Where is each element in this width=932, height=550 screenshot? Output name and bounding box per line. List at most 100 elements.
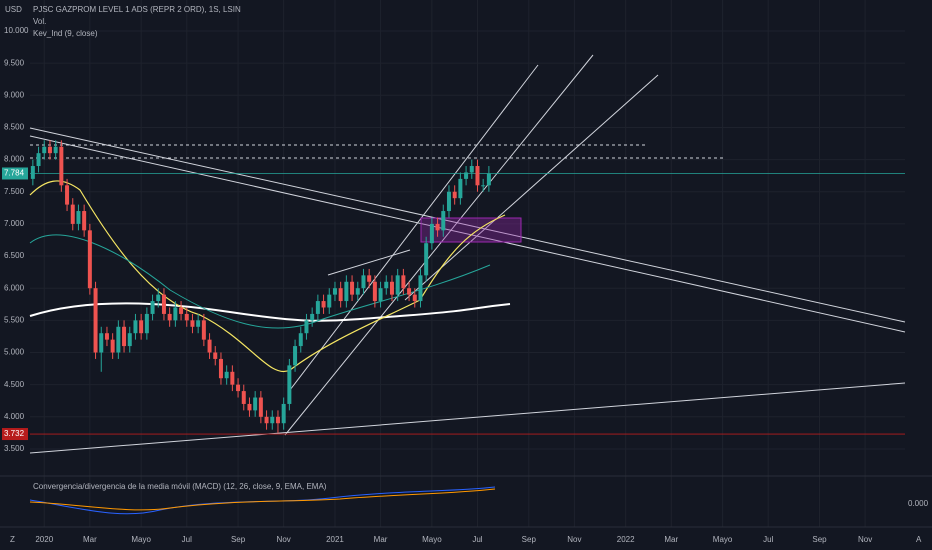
candle-body <box>412 294 417 302</box>
x-tick-label: Mar <box>664 535 678 544</box>
candle-body <box>173 307 178 321</box>
candle-body <box>275 416 280 424</box>
candle-body <box>293 346 298 366</box>
y-tick-label: 6.000 <box>4 283 25 292</box>
corner-label[interactable]: Z <box>10 535 15 544</box>
candle-body <box>384 281 389 289</box>
macd-tick-label: 0.000 <box>908 499 929 508</box>
candle-body <box>167 313 172 321</box>
trend-line <box>29 382 906 454</box>
candle-body <box>424 243 429 276</box>
candle-body <box>253 397 258 411</box>
y-tick-label: 6.500 <box>4 251 25 260</box>
candle-body <box>446 191 451 212</box>
candle-body <box>213 352 218 359</box>
candle-body <box>87 230 92 289</box>
candle-body <box>139 320 144 334</box>
y-tick-label: 5.500 <box>4 315 25 324</box>
indicator-legend: Vol. <box>33 17 46 26</box>
x-tick-label: Jul <box>182 535 192 544</box>
candle-body <box>481 185 486 187</box>
candle-body <box>156 294 161 302</box>
candle-body <box>144 313 149 334</box>
y-tick-label: 3.500 <box>4 444 25 453</box>
signal-line <box>29 488 496 511</box>
x-tick-label: Sep <box>231 535 246 544</box>
y-tick-label: 10.000 <box>4 26 29 35</box>
x-tick-label: Mayo <box>131 535 151 544</box>
indicator-legend: Kev_Ind (9, close) <box>33 29 98 38</box>
candle-body <box>241 391 246 404</box>
price-label: 7.784 <box>4 169 25 178</box>
x-tick-label: Mar <box>83 535 97 544</box>
y-tick-label: 4.500 <box>4 380 25 389</box>
candle-body <box>407 288 412 295</box>
y-tick-label: 8.000 <box>4 155 25 164</box>
candle-body <box>184 313 189 321</box>
x-tick-label: Mayo <box>422 535 442 544</box>
channel-line <box>289 64 539 391</box>
candle-body <box>452 191 457 199</box>
x-tick-label: 2020 <box>35 535 53 544</box>
moving-average <box>29 302 511 322</box>
channel-line <box>284 54 594 436</box>
candle-body <box>161 294 166 314</box>
corner-label[interactable]: A <box>916 535 922 544</box>
candle-body <box>378 288 383 302</box>
price-label: 3.732 <box>4 429 25 438</box>
y-tick-label: 7.000 <box>4 219 25 228</box>
x-tick-label: Mayo <box>713 535 733 544</box>
candle-body <box>315 301 320 314</box>
drawings <box>29 54 906 454</box>
candle-body <box>65 185 70 205</box>
candle-body <box>395 275 400 295</box>
candle-body <box>42 146 47 154</box>
x-tick-label: 2022 <box>617 535 635 544</box>
candle-body <box>93 288 98 353</box>
y-tick-label: 9.000 <box>4 90 25 99</box>
currency: USD <box>5 5 22 14</box>
x-tick-label: Jul <box>763 535 773 544</box>
x-tick-label: Mar <box>374 535 388 544</box>
candle-body <box>201 320 206 340</box>
candle-body <box>150 301 155 314</box>
candle-body <box>53 146 58 154</box>
candle-body <box>59 146 64 186</box>
trend-line <box>327 249 411 276</box>
candle-body <box>190 320 195 327</box>
candle-body <box>36 153 41 167</box>
candle-body <box>389 281 394 295</box>
candle-body <box>179 307 184 314</box>
price-badge <box>2 167 28 180</box>
candle-body <box>264 416 269 424</box>
candle-body <box>401 275 406 289</box>
candle-body <box>230 371 235 385</box>
candle-body <box>104 333 109 340</box>
x-tick-label: Nov <box>277 535 291 544</box>
candle-body <box>475 166 480 186</box>
candle-body <box>338 288 343 302</box>
candle-body <box>270 416 275 424</box>
moving-average <box>29 180 506 373</box>
candle-body <box>110 339 115 353</box>
candle-body <box>218 358 223 379</box>
candle-body <box>196 320 201 327</box>
candle-body <box>133 320 138 334</box>
candle-body <box>258 397 263 417</box>
x-tick-label: 2021 <box>326 535 344 544</box>
candle-body <box>435 223 440 231</box>
candle-body <box>224 371 229 379</box>
candle-body <box>332 288 337 295</box>
candle-body <box>310 313 315 321</box>
macd-pane <box>0 475 932 528</box>
candle-body <box>127 333 132 347</box>
x-tick-label: Sep <box>522 535 537 544</box>
channel-line <box>404 74 659 301</box>
candle-body <box>207 339 212 353</box>
candle-body <box>30 166 35 179</box>
candle-body <box>372 281 377 302</box>
y-tick-label: 8.500 <box>4 123 25 132</box>
candle-body <box>344 281 349 302</box>
y-tick-label: 9.500 <box>4 58 25 67</box>
